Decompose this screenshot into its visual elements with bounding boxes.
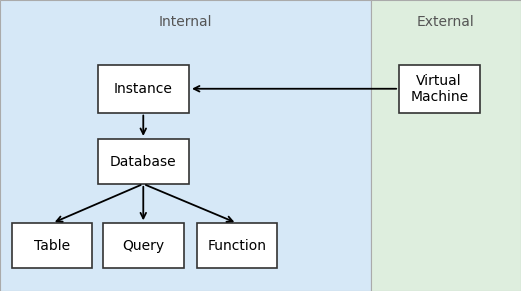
Bar xyxy=(399,65,479,113)
Bar xyxy=(103,223,184,268)
Text: External: External xyxy=(417,15,475,29)
Text: Database: Database xyxy=(110,155,177,168)
Bar xyxy=(12,223,93,268)
Bar xyxy=(98,139,189,184)
Text: Query: Query xyxy=(122,239,164,253)
Text: Internal: Internal xyxy=(159,15,212,29)
Text: Virtual
Machine: Virtual Machine xyxy=(410,74,468,104)
Bar xyxy=(98,65,189,113)
Text: Table: Table xyxy=(34,239,70,253)
Text: Instance: Instance xyxy=(114,82,173,96)
Text: Function: Function xyxy=(207,239,267,253)
Bar xyxy=(0,0,371,291)
Bar xyxy=(197,223,277,268)
Bar xyxy=(371,0,521,291)
